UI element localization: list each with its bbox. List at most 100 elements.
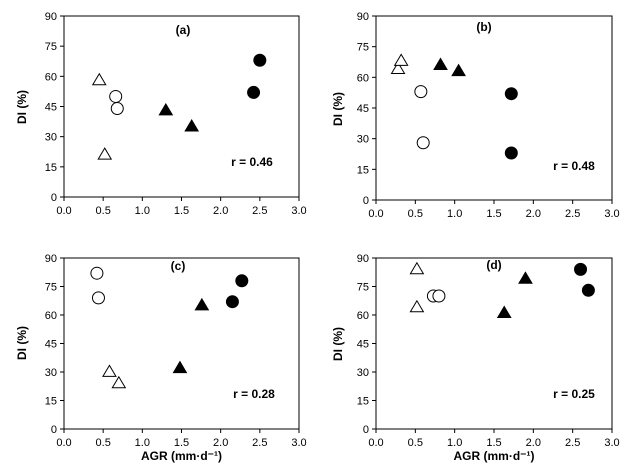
y-tick-label: 75	[45, 41, 57, 53]
y-tick-label: 60	[357, 72, 369, 84]
data-point-open-circle	[109, 89, 123, 103]
data-point-open-circle	[110, 102, 124, 116]
y-tick-label: 30	[45, 132, 57, 144]
data-point-filled-circle	[253, 53, 267, 67]
x-tick-label: 2.0	[213, 437, 228, 449]
y-tick-label: 60	[45, 310, 57, 322]
data-point-open-triangle	[409, 261, 425, 275]
data-point-open-triangle	[111, 375, 127, 389]
data-point-filled-triangle	[158, 102, 174, 116]
y-tick-label: 45	[45, 339, 57, 351]
y-tick-label: 30	[357, 367, 369, 379]
data-point-filled-triangle	[433, 57, 448, 70]
y-tick-label: 75	[357, 42, 369, 54]
x-tick-label: 2.5	[252, 437, 267, 449]
data-point-open-circle	[416, 136, 430, 150]
data-point-open-circle	[432, 289, 446, 303]
x-tick-label: 2.0	[526, 437, 541, 449]
correlation-annotation: r = 0.48	[553, 159, 595, 173]
y-tick-label: 45	[45, 102, 57, 114]
y-tick-label: 90	[357, 253, 369, 265]
y-axis-label: DI (%)	[15, 90, 29, 124]
data-point-filled-circle	[235, 274, 249, 288]
data-point-filled-triangle	[496, 305, 512, 318]
y-tick-label: 0	[363, 424, 369, 436]
x-tick-label: 0.0	[56, 437, 71, 449]
y-tick-label: 15	[45, 396, 57, 408]
y-tick-label: 15	[45, 162, 57, 174]
y-tick-label: 45	[357, 103, 369, 115]
x-tick-label: 2.0	[213, 205, 228, 217]
data-point-open-triangle	[91, 72, 107, 86]
correlation-annotation: r = 0.25	[553, 387, 595, 401]
y-axis-label: DI (%)	[331, 92, 345, 126]
data-point-filled-circle	[574, 262, 588, 276]
x-tick-label: 0.0	[56, 205, 71, 217]
data-point-filled-triangle	[451, 63, 466, 77]
x-tick-label: 1.5	[486, 208, 501, 220]
y-axis-label: DI (%)	[15, 326, 29, 360]
data-point-filled-circle	[504, 87, 518, 101]
x-tick-label: 3.0	[291, 205, 306, 217]
data-point-filled-circle	[247, 85, 261, 99]
x-tick-label: 3.0	[291, 437, 306, 449]
x-axis-label: AGR (mm·d⁻¹)	[454, 449, 535, 463]
x-tick-label: 3.0	[604, 437, 619, 449]
panel-label: (c)	[171, 259, 186, 273]
panel-label: (d)	[486, 258, 501, 272]
panel-label: (a)	[176, 23, 191, 37]
x-tick-label: 1.5	[174, 437, 189, 449]
x-tick-label: 2.5	[565, 208, 580, 220]
y-tick-label: 75	[357, 282, 369, 294]
correlation-annotation: r = 0.46	[231, 155, 273, 169]
y-tick-label: 60	[45, 71, 57, 83]
data-point-open-triangle	[393, 53, 409, 66]
y-tick-label: 15	[357, 164, 369, 176]
y-tick-label: 30	[45, 367, 57, 379]
plot-frame-4	[375, 257, 613, 430]
x-tick-label: 2.0	[526, 208, 541, 220]
x-tick-label: 0.5	[96, 205, 111, 217]
x-tick-label: 0.5	[408, 208, 423, 220]
y-tick-label: 60	[357, 310, 369, 322]
x-tick-label: 0.5	[96, 437, 111, 449]
x-tick-label: 0.0	[368, 208, 383, 220]
y-tick-label: 15	[357, 396, 369, 408]
data-point-filled-circle	[504, 146, 518, 160]
x-tick-label: 2.5	[252, 205, 267, 217]
correlation-annotation: r = 0.28	[233, 387, 275, 401]
x-axis-label: AGR (mm·d⁻¹)	[141, 449, 222, 463]
y-axis-label: DI (%)	[331, 327, 345, 361]
x-tick-label: 1.0	[447, 437, 462, 449]
x-tick-label: 1.5	[486, 437, 501, 449]
x-tick-label: 1.0	[135, 437, 150, 449]
y-tick-label: 90	[357, 11, 369, 23]
data-point-open-circle	[91, 291, 105, 305]
y-tick-label: 90	[45, 11, 57, 23]
data-point-filled-triangle	[518, 271, 533, 284]
data-point-open-triangle	[409, 299, 425, 313]
data-point-open-triangle	[102, 364, 117, 377]
data-point-filled-circle	[581, 283, 595, 297]
x-tick-label: 0.5	[408, 437, 423, 449]
data-point-filled-triangle	[172, 360, 188, 374]
panel-label: (b)	[476, 20, 491, 34]
data-point-filled-triangle	[184, 119, 200, 132]
data-point-filled-triangle	[194, 297, 210, 311]
data-point-filled-circle	[225, 295, 239, 309]
data-point-open-triangle	[390, 61, 406, 75]
x-tick-label: 1.0	[135, 205, 150, 217]
x-tick-label: 1.0	[447, 208, 462, 220]
x-tick-label: 1.5	[174, 205, 189, 217]
y-tick-label: 45	[357, 339, 369, 351]
data-point-open-circle	[90, 266, 104, 280]
y-tick-label: 90	[45, 253, 57, 265]
plot-frame-1	[63, 15, 300, 198]
y-tick-label: 0	[51, 192, 57, 204]
y-tick-label: 75	[45, 282, 57, 294]
plot-frame-3	[63, 257, 300, 430]
y-tick-label: 0	[51, 424, 57, 436]
x-tick-label: 2.5	[565, 437, 580, 449]
x-tick-label: 0.0	[368, 437, 383, 449]
